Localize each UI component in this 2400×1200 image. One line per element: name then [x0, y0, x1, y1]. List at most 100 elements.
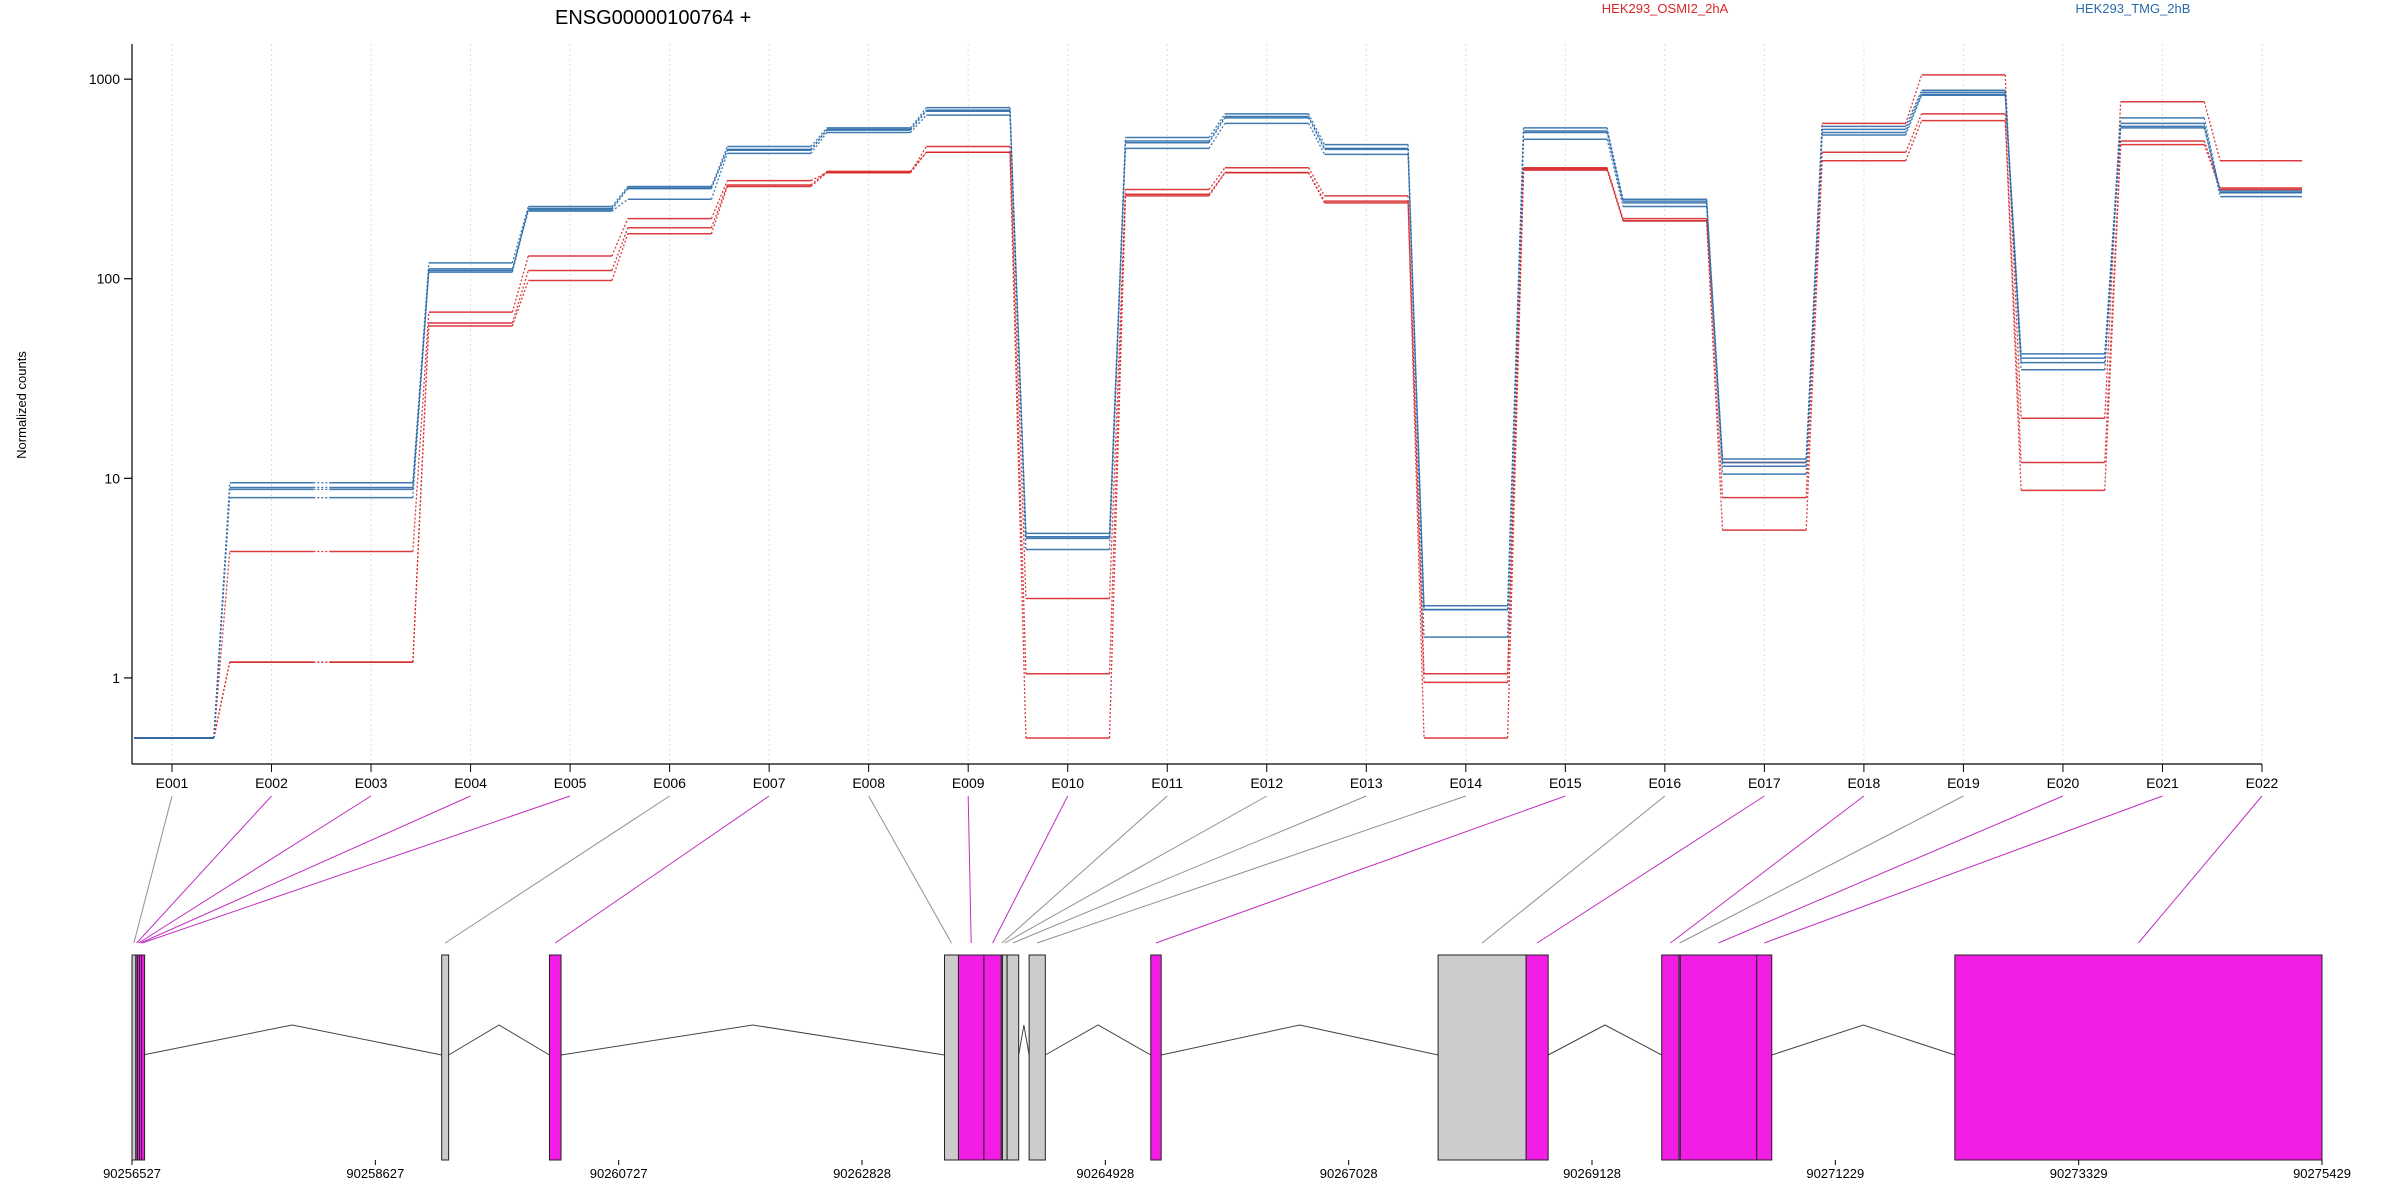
- y-tick-label: 1000: [89, 71, 120, 87]
- legend-entry-osmi2: HEK293_OSMI2_2hA: [1602, 1, 1729, 16]
- series-transition: [1905, 113, 1923, 153]
- exon-block: [131, 954, 137, 1161]
- exon-block: [1028, 954, 1046, 1161]
- series-transition: [1905, 120, 1923, 162]
- series-transition: [412, 325, 430, 663]
- genomic-tick-label: 90273329: [2050, 1166, 2108, 1181]
- series-line: [134, 119, 2302, 739]
- series-transition: [1805, 132, 1823, 475]
- series-transition: [511, 211, 529, 270]
- y-axis-ticks: 1 10 100 1000: [89, 71, 132, 686]
- genomic-tick-label: 90267028: [1320, 1166, 1378, 1181]
- series-transition: [611, 233, 629, 281]
- series-transition: [611, 198, 629, 212]
- series-transition: [1407, 148, 1425, 606]
- y-axis-label: Normalized counts: [14, 351, 29, 459]
- series-transition: [1805, 134, 1823, 467]
- series-transition: [1805, 152, 1823, 498]
- chart-title: ENSG00000100764 +: [555, 7, 751, 29]
- series-transition: [810, 170, 828, 186]
- series-transition: [1009, 152, 1027, 674]
- series-transition: [1407, 201, 1425, 683]
- intron-line: [1547, 1024, 1662, 1056]
- legend-entry-tmg: HEK293_TMG_2hB: [2076, 1, 2191, 16]
- series-transition: [1706, 206, 1724, 467]
- series-transition: [1009, 152, 1027, 739]
- series-transition: [710, 146, 728, 187]
- x-tick-label: E013: [1350, 775, 1383, 791]
- exon-block: [548, 954, 562, 1161]
- series-transition: [1307, 117, 1326, 150]
- series-transition: [2004, 92, 2022, 363]
- exon-block: [1661, 954, 1680, 1161]
- exon-block: [957, 954, 985, 1161]
- exon-connector: [140, 795, 471, 944]
- series-transition: [611, 188, 629, 211]
- series-transition: [1606, 139, 1624, 207]
- x-tick-label: E007: [753, 775, 786, 791]
- series-transition: [511, 255, 529, 313]
- y-tick-label: 100: [97, 271, 121, 287]
- series-transition: [1208, 172, 1226, 197]
- exon-block: [1006, 954, 1020, 1161]
- series-transition: [1407, 202, 1425, 739]
- exon-connector: [1764, 795, 2163, 944]
- genomic-tick-label: 90258627: [346, 1166, 404, 1181]
- grid-lines: [171, 44, 2263, 764]
- exon-connector: [1155, 795, 1566, 944]
- series-transition: [1307, 113, 1326, 145]
- exon-block: [944, 954, 959, 1161]
- series-transition: [810, 129, 828, 151]
- exon-connector: [1718, 795, 2064, 944]
- series-transition: [909, 107, 927, 129]
- exon-connector: [1481, 795, 1666, 944]
- intron-line: [1771, 1024, 1955, 1056]
- x-tick-label: E022: [2246, 775, 2279, 791]
- intron-line: [448, 1024, 550, 1056]
- series-line: [134, 93, 2302, 739]
- x-tick-label: E008: [852, 775, 885, 791]
- series-transition: [2104, 144, 2122, 491]
- series-transition: [710, 153, 728, 200]
- series-transition: [1208, 117, 1226, 144]
- exon-connector: [444, 795, 670, 944]
- series-transition: [810, 132, 828, 154]
- series-transition: [810, 172, 828, 187]
- series-transition: [710, 180, 728, 219]
- series-transition: [1606, 169, 1624, 222]
- series-transition: [1108, 148, 1127, 537]
- series-transition: [611, 218, 629, 257]
- x-tick-label: E003: [355, 775, 388, 791]
- exon-connector: [1679, 795, 1964, 944]
- exon-connector: [142, 795, 571, 944]
- series-transition: [909, 151, 927, 174]
- series-transition: [511, 206, 529, 264]
- series-line: [134, 91, 2302, 739]
- x-tick-label: E004: [454, 775, 487, 791]
- series-transition: [511, 270, 529, 324]
- series-transition: [1606, 132, 1624, 203]
- series-transition: [1307, 172, 1326, 204]
- intron-line: [1045, 1024, 1152, 1056]
- series-transition: [1506, 139, 1525, 610]
- exon-connector: [967, 795, 972, 944]
- series-transition: [1905, 89, 1923, 127]
- series-transition: [2203, 117, 2221, 193]
- exon-block: [1150, 954, 1162, 1161]
- series-transition: [810, 127, 828, 147]
- exon-block: [141, 954, 146, 1161]
- series-transition: [1009, 146, 1027, 599]
- series-line: [134, 74, 2302, 739]
- x-tick-label: E011: [1151, 775, 1183, 791]
- series-line: [134, 94, 2302, 739]
- exon-connector: [133, 795, 173, 944]
- exon-connector: [1001, 795, 1168, 944]
- series-transition: [2004, 120, 2022, 491]
- series-transition: [1506, 168, 1525, 683]
- x-tick-label: E006: [653, 775, 686, 791]
- exon-connector: [2138, 795, 2263, 944]
- intron-line: [1161, 1024, 1439, 1056]
- exon-block: [983, 954, 1002, 1161]
- series-transition: [1208, 116, 1226, 142]
- series-transition: [213, 497, 231, 739]
